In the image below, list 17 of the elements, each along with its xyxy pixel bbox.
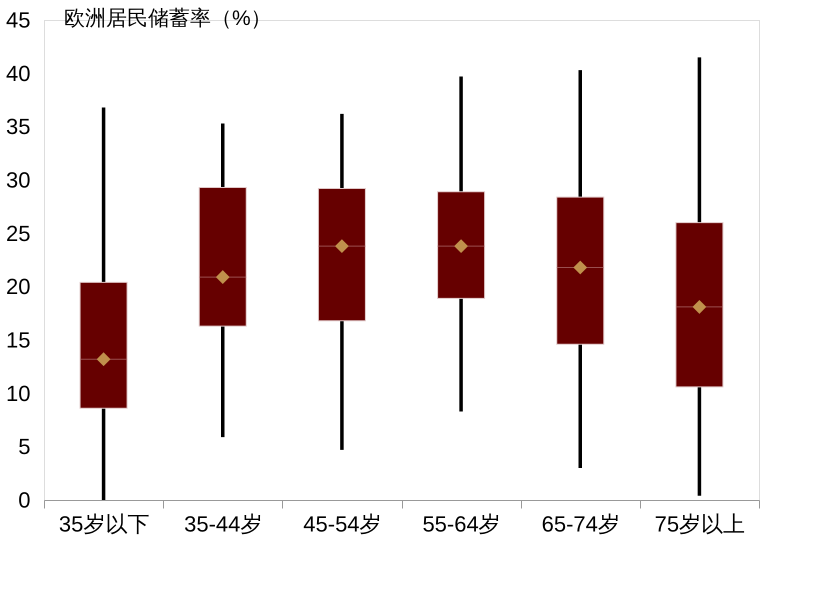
y-tick-label: 40 [6,60,30,86]
chart-title: 欧洲居民储蓄率（%） [64,7,272,30]
x-tick-label: 75岁以上 [654,512,746,536]
y-tick-label: 30 [6,168,30,192]
y-tick-label: 20 [6,274,30,300]
y-tick-label: 10 [6,380,30,406]
y-tick-label: 0 [18,488,30,512]
y-tick-label: 35 [6,114,30,140]
x-tick-label: 35岁以下 [58,512,150,536]
y-tick-label: 15 [6,328,30,352]
y-tick-label: 45 [6,8,30,32]
y-tick-label: 5 [18,434,30,460]
y-tick-label: 25 [6,220,30,246]
x-tick-label: 55-64岁 [422,512,501,536]
x-tick-label: 45-54岁 [303,512,382,536]
x-tick-label: 35-44岁 [184,512,262,536]
x-tick-label: 65-74岁 [542,512,620,536]
